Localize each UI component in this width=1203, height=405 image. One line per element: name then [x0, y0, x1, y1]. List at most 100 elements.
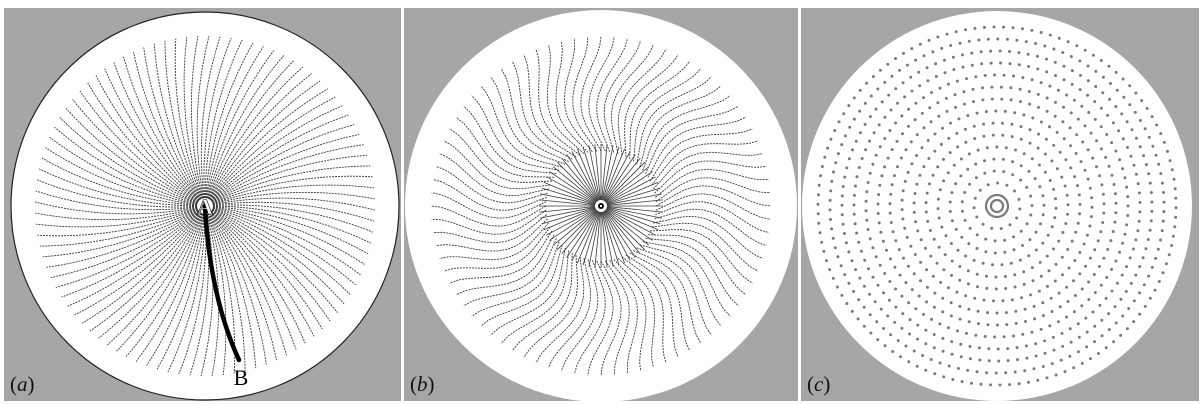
ring-dot — [1154, 153, 1158, 157]
ring-dot — [886, 156, 890, 160]
radial-line-outer — [563, 38, 593, 152]
spiral-line — [212, 208, 345, 305]
ring-dot — [1065, 93, 1069, 97]
ring-dot — [1063, 370, 1067, 374]
ring-dot — [820, 240, 824, 244]
ring-dot — [830, 227, 834, 231]
ring-dot — [981, 261, 985, 265]
ring-dot — [1129, 154, 1133, 158]
radial-line-inner — [588, 211, 601, 267]
ring-dot — [871, 75, 875, 79]
ring-dot — [963, 191, 967, 194]
spiral-line — [211, 154, 368, 203]
spiral-line — [35, 207, 198, 221]
spiral-line — [209, 105, 343, 201]
spiral-line — [208, 212, 257, 369]
ring-dot — [1019, 125, 1023, 129]
ring-dot — [894, 121, 898, 125]
ring-dot — [1110, 173, 1114, 177]
ring-dot — [957, 117, 961, 121]
ring-dot — [1066, 203, 1070, 207]
radial-line-inner — [541, 207, 596, 225]
ring-dot — [1076, 221, 1080, 225]
ring-dot — [975, 111, 979, 115]
ring-dot — [888, 257, 892, 261]
ring-dot — [931, 50, 935, 54]
ring-dot — [1022, 282, 1026, 286]
spiral-line — [200, 36, 221, 199]
ring-dot — [975, 370, 979, 374]
spiral-line — [207, 66, 304, 199]
ring-dot — [921, 354, 925, 357]
spiral-line — [212, 204, 374, 233]
ring-dot — [1134, 172, 1138, 176]
ring-dot — [933, 291, 937, 295]
radial-line-inner — [546, 208, 596, 236]
ring-dot — [1107, 164, 1111, 168]
ring-dot — [1105, 133, 1109, 136]
ring-dot — [864, 199, 868, 203]
ring-dot — [977, 346, 981, 350]
ring-dot — [959, 342, 963, 346]
spiral-line — [183, 36, 203, 199]
ring-dot — [973, 296, 977, 300]
ring-dot — [839, 264, 843, 268]
inner-ring — [989, 198, 1005, 214]
radial-line-inner — [602, 211, 620, 266]
ring-dot — [909, 140, 913, 144]
ring-dot — [961, 65, 965, 69]
ring-dot — [1028, 128, 1032, 132]
ring-dot — [904, 148, 908, 152]
ring-dot — [879, 307, 883, 311]
ring-dot — [1045, 57, 1048, 61]
radial-line-outer — [654, 208, 767, 247]
ring-dot — [1011, 26, 1015, 30]
ring-dot — [935, 261, 939, 265]
ring-dot — [1070, 82, 1074, 86]
ring-dot — [909, 75, 913, 79]
spiral-line — [79, 90, 199, 203]
spiral-line — [41, 157, 198, 206]
ring-dot — [925, 300, 929, 304]
ring-dot — [1052, 47, 1056, 51]
ring-dot — [978, 188, 982, 192]
panel-a: A B (a) — [4, 8, 401, 401]
ring-dot — [1097, 265, 1101, 268]
ring-dot — [1082, 242, 1086, 246]
spiral-line — [204, 39, 243, 199]
spiral-line — [54, 126, 198, 205]
ring-dot — [938, 86, 942, 90]
ring-dot — [852, 117, 856, 121]
ring-dot — [1108, 97, 1112, 101]
ring-dot — [1034, 248, 1038, 252]
ring-dot — [1105, 276, 1109, 279]
radial-line-outer — [432, 178, 547, 211]
ring-dot — [1036, 146, 1040, 150]
ring-dot — [877, 193, 881, 197]
ring-dot — [924, 210, 928, 214]
ring-dot — [1114, 321, 1118, 325]
ring-dot — [1140, 99, 1144, 103]
ring-dot — [874, 255, 878, 259]
ring-dot — [934, 75, 938, 78]
radial-line-outer — [439, 153, 549, 197]
ring-dot — [1090, 205, 1094, 209]
radial-line-outer — [490, 247, 566, 336]
ring-dot — [1039, 327, 1043, 331]
ring-dot — [1138, 119, 1142, 122]
ring-dot — [1153, 288, 1157, 292]
ring-dot — [950, 259, 954, 263]
spiral-line — [156, 213, 205, 370]
ring-dot — [874, 153, 878, 157]
ring-dot — [918, 173, 922, 177]
ring-dot — [939, 280, 943, 284]
ring-dot — [1051, 335, 1055, 339]
ring-dot — [1031, 279, 1035, 283]
ring-dot — [837, 120, 841, 124]
ring-dot — [1117, 129, 1121, 133]
ring-dot — [1112, 183, 1116, 186]
ring-dot — [899, 156, 903, 160]
ring-dot — [1136, 182, 1140, 186]
ring-dot — [1066, 212, 1069, 216]
ring-dot — [1017, 197, 1021, 201]
